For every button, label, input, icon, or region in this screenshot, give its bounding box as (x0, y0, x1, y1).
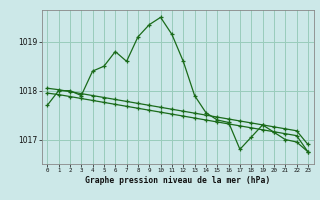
X-axis label: Graphe pression niveau de la mer (hPa): Graphe pression niveau de la mer (hPa) (85, 176, 270, 185)
